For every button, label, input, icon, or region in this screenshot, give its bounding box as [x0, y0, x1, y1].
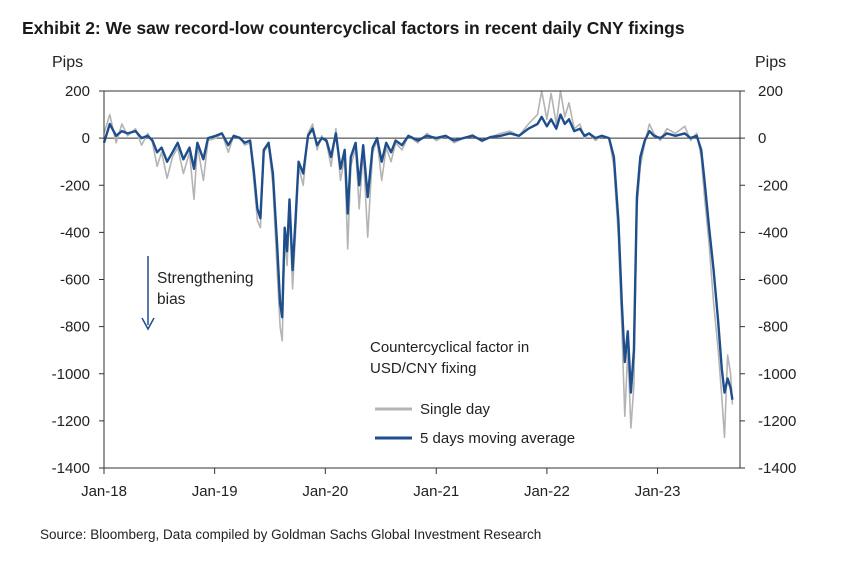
y-tick-label-right: 200: [758, 83, 783, 100]
y-tick-label-right: -1000: [758, 366, 796, 383]
y-tick-label-left: -1200: [52, 413, 90, 430]
x-axis: Jan-18 Jan-19 Jan-20 Jan-21 Jan-22 Jan-23: [81, 468, 680, 500]
legend: Countercyclical factor in USD/CNY fixing…: [370, 339, 575, 447]
chart-title: Exhibit 2: We saw record-low countercycl…: [22, 18, 685, 38]
y-unit-right: Pips: [755, 54, 786, 71]
y-tick-label-right: -400: [758, 224, 788, 241]
y-tick-label-right: -1200: [758, 413, 796, 430]
plot-frame: [103, 90, 741, 469]
left-y-axis: 200 0 -200 -400 -600 -800 -1000 -1200 -1400: [52, 83, 104, 477]
y-tick-label-left: -400: [60, 224, 90, 241]
y-tick-label-right: 0: [758, 130, 766, 147]
source-note: Source: Bloomberg, Data compiled by Gold…: [40, 527, 542, 542]
series-5-day-moving-average: [102, 113, 734, 400]
y-tick-label-right: -200: [758, 177, 788, 194]
bias-arrow-head-icon: [141, 317, 155, 331]
x-tick-label: Jan-22: [524, 483, 570, 500]
y-tick-label-left: -1000: [52, 366, 90, 383]
bias-label-line2: bias: [157, 291, 186, 308]
legend-title-line1: Countercyclical factor in: [370, 339, 529, 356]
x-tick-label: Jan-20: [302, 483, 348, 500]
x-tick-label: Jan-18: [81, 483, 127, 500]
legend-label-single-day: Single day: [420, 401, 491, 418]
y-unit-left: Pips: [52, 54, 83, 71]
y-tick-label-right: -800: [758, 319, 788, 336]
y-tick-label-left: -1400: [52, 460, 90, 477]
y-tick-label-right: -1400: [758, 460, 796, 477]
legend-label-moving-average: 5 days moving average: [420, 430, 575, 447]
y-tick-label-left: 0: [82, 130, 90, 147]
x-tick-label: Jan-19: [192, 483, 238, 500]
right-y-axis: 200 0 -200 -400 -600 -800 -1000 -1200 -1400: [740, 83, 796, 477]
bias-label-line1: Strengthening: [157, 270, 254, 287]
y-tick-label-left: -600: [60, 272, 90, 289]
y-tick-label-right: -600: [758, 272, 788, 289]
x-tick-label: Jan-21: [413, 483, 459, 500]
y-tick-label-left: -800: [60, 319, 90, 336]
y-tick-label-left: -200: [60, 177, 90, 194]
legend-title-line2: USD/CNY fixing: [370, 360, 476, 377]
strengthening-bias-annotation: Strengthening bias: [141, 256, 254, 331]
x-tick-label: Jan-23: [635, 483, 681, 500]
y-tick-label-left: 200: [65, 83, 90, 100]
